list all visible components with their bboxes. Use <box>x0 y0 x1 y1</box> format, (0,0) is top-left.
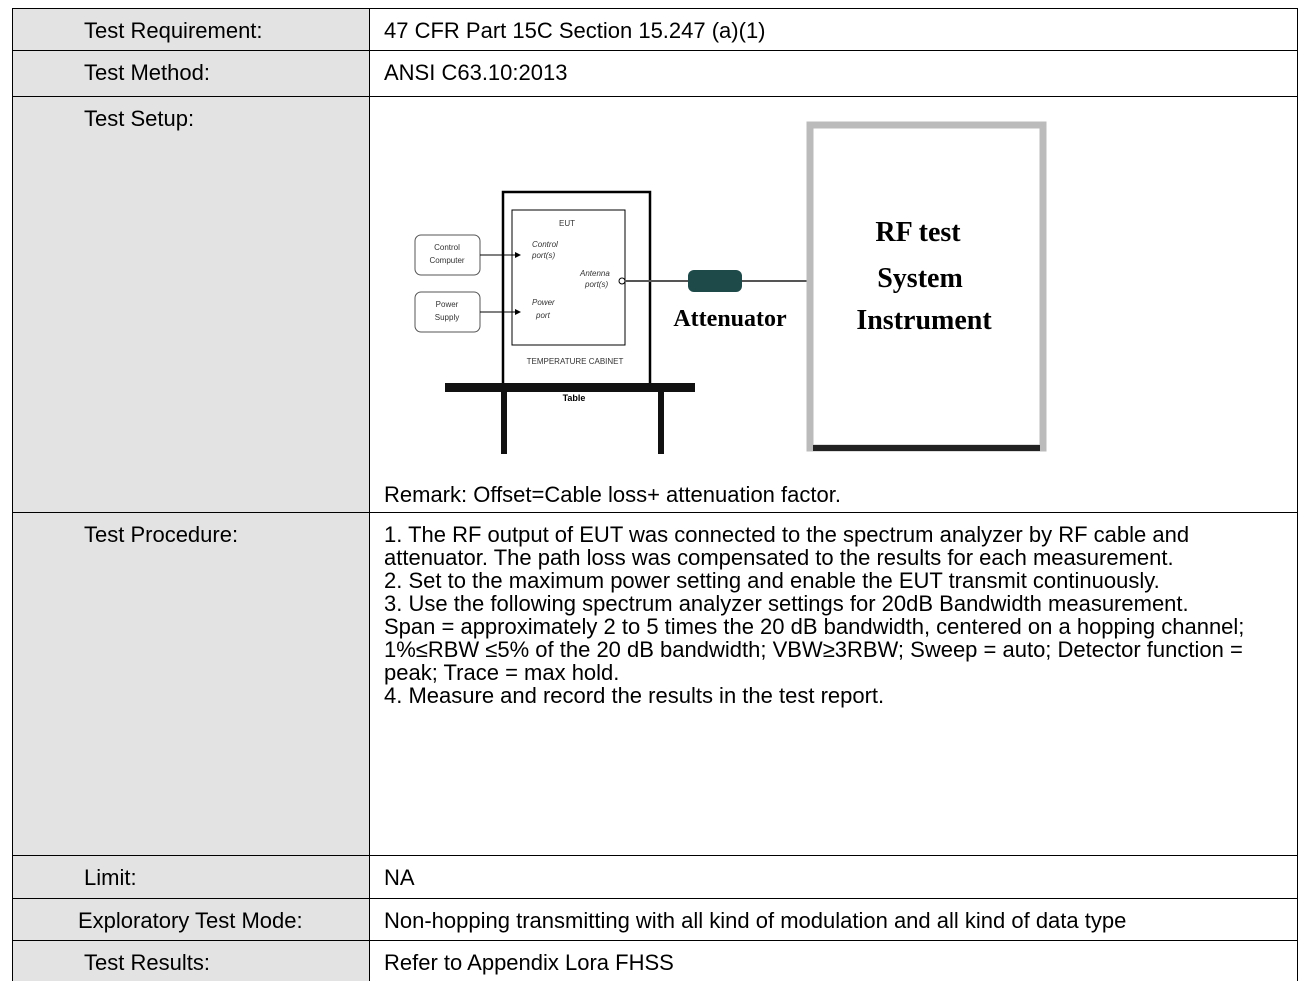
eut-box <box>511 209 626 346</box>
value: ANSI C63.10:2013 <box>384 60 568 85</box>
row: Test Procedure: 1. The RF output of EUT … <box>12 512 1298 855</box>
label: Exploratory Test Mode: <box>13 899 370 940</box>
paragraph: 3. Use the following spectrum analyzer s… <box>384 591 1189 616</box>
label: Test Setup: <box>13 97 370 512</box>
value: 47 CFR Part 15C Section 15.247 (a)(1) <box>384 18 766 43</box>
instrument <box>806 121 1047 452</box>
box <box>414 291 481 333</box>
label: EUT <box>559 219 575 228</box>
label: Test Procedure: <box>13 513 370 855</box>
port <box>618 277 626 285</box>
label: Table <box>563 393 586 403</box>
table-leg <box>658 392 664 454</box>
label: port <box>535 311 551 320</box>
paragraph: 1. The RF output of EUT was connected to… <box>384 522 1190 570</box>
row: Test Setup: Remark: Offset=Cable loss+ at… <box>12 96 1298 512</box>
label: Test Requirement: <box>13 9 370 50</box>
table-top <box>445 383 695 392</box>
label: Instrument <box>856 305 992 336</box>
remark: Remark: Offset=Cable loss+ attenuation f… <box>384 482 841 507</box>
label: Supply <box>435 313 459 322</box>
label: TEMPERATURE CABINET <box>527 357 624 366</box>
row: Limit: NA <box>12 855 1298 898</box>
row: Test Requirement: 47 CFR Part 15C Section… <box>12 8 1298 50</box>
attenuator <box>688 270 742 292</box>
label: Antenna <box>579 269 610 278</box>
label: System <box>877 263 963 294</box>
paragraph: 2. Set to the maximum power setting and … <box>384 568 1160 593</box>
label: Limit: <box>13 856 370 898</box>
label: Control <box>532 240 558 249</box>
procedure: 1. The RF output of EUT was connected to… <box>370 513 1297 855</box>
label: port(s) <box>584 280 608 289</box>
row: Test Results: Refer to Appendix Lora FHSS <box>12 940 1298 981</box>
row: Test Method: ANSI C63.10:2013 <box>12 50 1298 96</box>
table-leg <box>501 392 507 454</box>
paragraph: Span = approximately 2 to 5 times the 20… <box>384 614 1245 685</box>
label: Attenuator <box>673 306 787 332</box>
label: Test Results: <box>13 941 370 981</box>
value: NA <box>384 865 415 890</box>
label: Computer <box>429 256 464 265</box>
label: port(s) <box>531 251 555 260</box>
label: Test Method: <box>13 51 370 96</box>
label: RF test <box>875 217 961 248</box>
value: Refer to Appendix Lora FHSS <box>384 950 674 975</box>
instrument-base <box>813 445 1040 451</box>
box <box>414 234 481 276</box>
label: Power <box>436 300 459 309</box>
label: Power <box>532 298 555 307</box>
value: Non-hopping transmitting with all kind o… <box>384 908 1127 933</box>
paragraph: 4. Measure and record the results in the… <box>384 683 885 708</box>
label: Control <box>434 243 460 252</box>
row: Exploratory Test Mode: Non-hopping transm… <box>12 898 1298 940</box>
